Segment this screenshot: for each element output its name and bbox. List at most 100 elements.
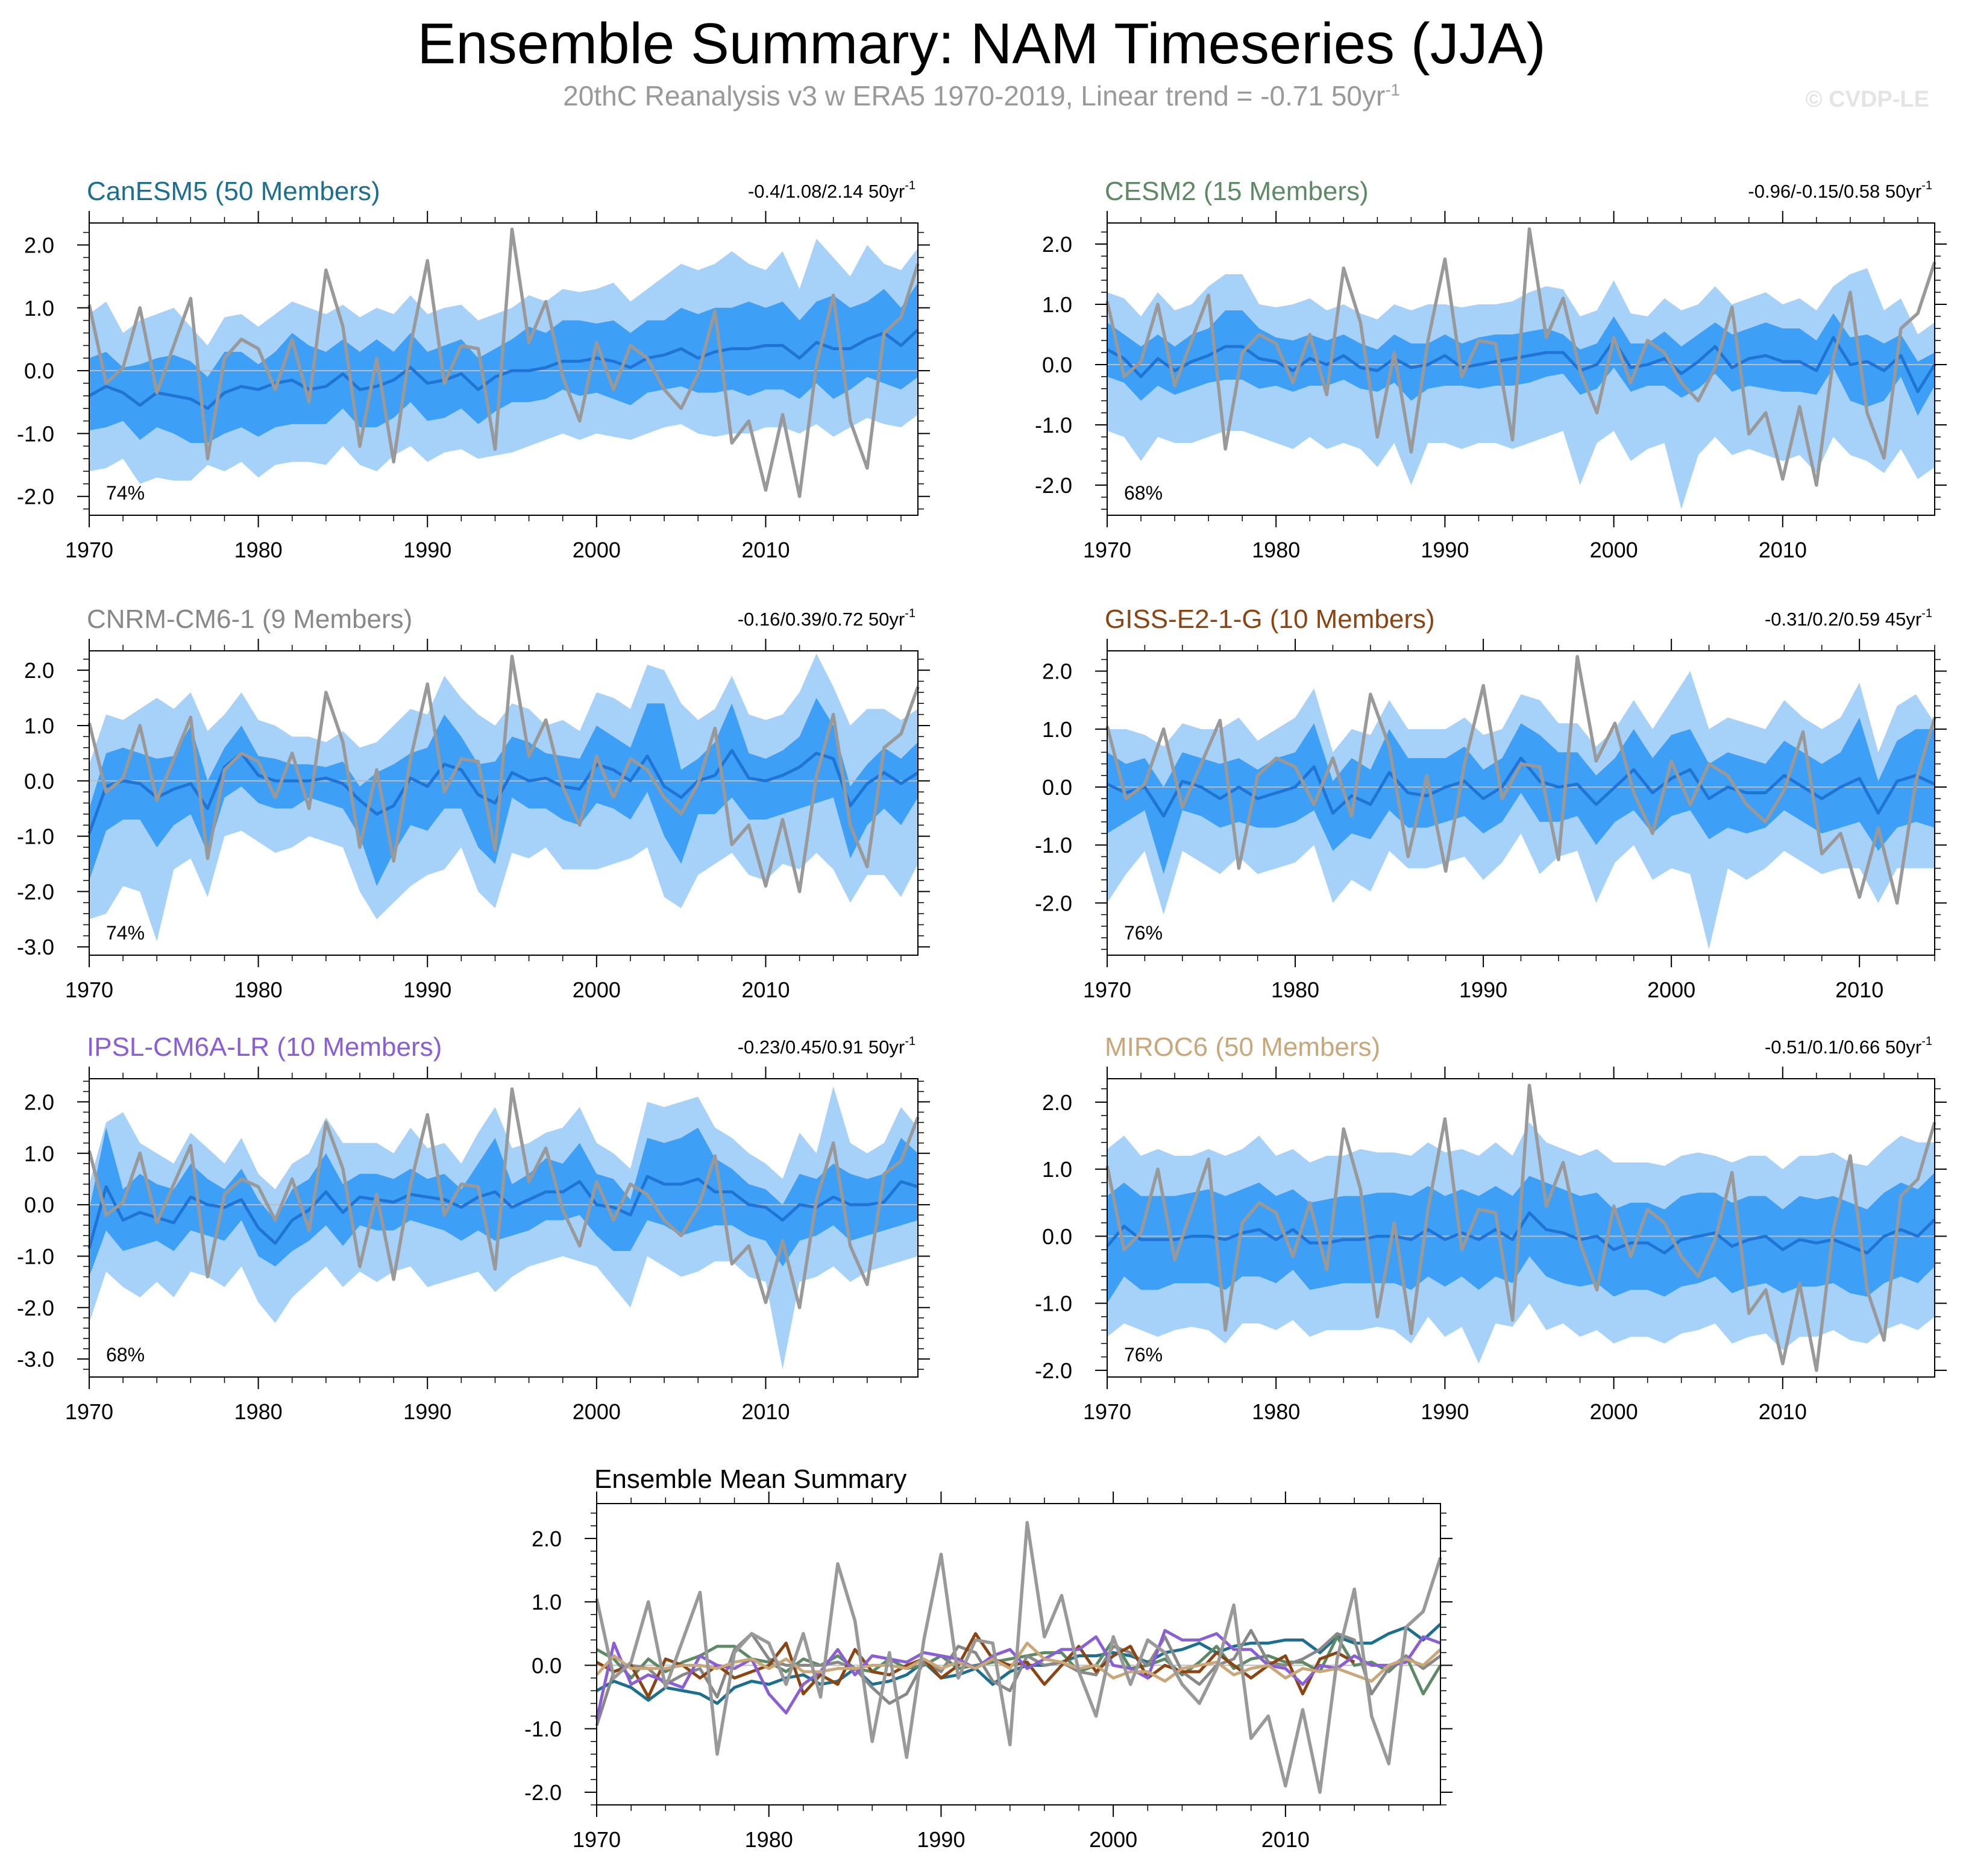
panel-cnrm: CNRM-CM6-1 (9 Members) -0.16/0.39/0.72 50…	[17, 604, 930, 1002]
y-tick-label: -2.0	[524, 1780, 562, 1805]
x-tick-label: 1980	[1252, 1399, 1300, 1424]
cesm2-tick-marks	[1095, 211, 1947, 527]
y-tick-label: 1.0	[532, 1590, 562, 1614]
x-tick-label: 2010	[741, 1399, 790, 1424]
y-tick-label: 0.0	[1042, 775, 1072, 800]
panel-canesm5: CanESM5 (50 Members) -0.4/1.08/2.14 50yr-…	[17, 177, 930, 562]
x-tick-label: 1970	[1083, 1399, 1131, 1424]
y-tick-label: -1.0	[17, 421, 54, 446]
miroc6-trend-exponent: -1	[1921, 1035, 1932, 1048]
canesm5-observed-line	[87, 227, 920, 498]
panel-cesm2: CESM2 (15 Members) -0.96/-0.15/0.58 50yr-…	[1035, 177, 1947, 562]
y-tick-label: 0.0	[24, 1193, 54, 1217]
miroc6-trend-label: -0.51/0.1/0.66 50yr-1	[1765, 1035, 1932, 1058]
ipsl-trend-label: -0.23/0.45/0.91 50yr-1	[738, 1035, 916, 1058]
x-tick-label: 2010	[1759, 1399, 1807, 1424]
mean-summary-observed-line	[595, 1520, 1442, 1794]
canesm5-title: CanESM5 (50 Members)	[87, 177, 380, 206]
y-tick-label: 0.0	[24, 359, 54, 383]
subtitle-text: 20thC Reanalysis v3 w ERA5 1970-2019, Li…	[563, 80, 1386, 111]
miroc6-tick-marks	[1095, 1067, 1947, 1389]
subtitle-unit-exponent: -1	[1385, 80, 1400, 99]
x-tick-label: 2010	[1759, 538, 1807, 562]
x-tick-label: 1970	[65, 1399, 113, 1424]
miroc6-observed-line	[1105, 1084, 1936, 1372]
y-tick-label: -1.0	[17, 1244, 54, 1269]
summary-line-canesm5	[595, 1623, 1442, 1705]
x-tick-label: 2000	[573, 1399, 621, 1424]
y-tick-label: -2.0	[1035, 473, 1072, 498]
x-tick-label: 2000	[573, 977, 621, 1002]
y-tick-label: 2.0	[24, 233, 54, 258]
y-tick-label: 1.0	[1042, 292, 1072, 317]
miroc6-ensemble-mean-line	[1106, 1211, 1936, 1255]
miroc6-title: MIROC6 (50 Members)	[1105, 1032, 1380, 1062]
ipsl-trend-exponent: -1	[905, 1035, 916, 1048]
mean-summary-tick-marks	[585, 1492, 1453, 1817]
canesm5-trend-exponent: -1	[905, 179, 916, 192]
x-tick-label: 2010	[1261, 1827, 1310, 1852]
canesm5-trend-value: -0.4/1.08/2.14 50yr	[748, 181, 905, 202]
x-tick-label: 1990	[917, 1827, 965, 1852]
canesm5-ensemble-mean-line	[88, 328, 919, 410]
cesm2-trend-label: -0.96/-0.15/0.58 50yr-1	[1748, 179, 1932, 202]
y-tick-label: -1.0	[1035, 1291, 1072, 1316]
canesm5-tick-marks	[77, 211, 930, 527]
mean-summary-plot-frame	[596, 1503, 1441, 1805]
cesm2-title: CESM2 (15 Members)	[1105, 177, 1369, 206]
x-tick-label: 1990	[403, 977, 451, 1002]
y-tick-label: 1.0	[24, 296, 54, 321]
cnrm-inner-spread-band	[89, 698, 918, 886]
cesm2-inner-spread-band	[1107, 310, 1935, 416]
miroc6-trend-value: -0.51/0.1/0.66 50yr	[1765, 1037, 1921, 1058]
y-tick-label: 1.0	[24, 1141, 54, 1166]
giss-inner-spread-band	[1107, 717, 1935, 874]
ipsl-trend-value: -0.23/0.45/0.91 50yr	[738, 1037, 905, 1058]
ipsl-plot-frame	[89, 1078, 919, 1378]
y-tick-label: -1.0	[524, 1717, 562, 1742]
giss-tick-marks	[1095, 639, 1947, 967]
x-tick-label: 1990	[1421, 1399, 1469, 1424]
giss-trend-exponent: -1	[1921, 607, 1932, 620]
cesm2-trend-exponent: -1	[1921, 179, 1932, 192]
x-tick-label: 2010	[741, 977, 790, 1002]
canesm5-plot-frame	[89, 222, 919, 516]
summary-line-miroc6	[595, 1642, 1442, 1683]
cesm2-percent-label: 68%	[1124, 482, 1163, 504]
summary-line-ipsl	[595, 1629, 1441, 1720]
x-tick-label: 1990	[403, 1399, 451, 1424]
x-tick-label: 1990	[403, 538, 451, 562]
y-tick-label: 1.0	[1042, 717, 1072, 742]
miroc6-plot-frame	[1107, 1078, 1935, 1378]
x-tick-label: 2010	[1835, 977, 1883, 1002]
copyright-watermark: © CVDP-LE	[1805, 87, 1929, 112]
y-tick-label: 0.0	[1042, 353, 1072, 377]
cnrm-percent-label: 74%	[106, 922, 145, 944]
mean-summary-title: Ensemble Mean Summary	[594, 1464, 906, 1494]
x-tick-label: 1990	[1421, 538, 1469, 562]
x-tick-label: 1970	[1083, 977, 1131, 1002]
x-tick-label: 1980	[234, 538, 283, 562]
x-tick-label: 2000	[1590, 1399, 1638, 1424]
x-tick-label: 2000	[573, 538, 621, 562]
x-tick-label: 1980	[745, 1827, 793, 1852]
y-tick-label: 2.0	[1042, 232, 1072, 257]
giss-title: GISS-E2-1-G (10 Members)	[1105, 604, 1435, 634]
y-tick-label: 2.0	[1042, 659, 1072, 684]
ipsl-observed-line	[87, 1087, 920, 1310]
y-tick-label: -2.0	[1035, 1358, 1072, 1383]
miroc6-percent-label: 76%	[1124, 1344, 1163, 1366]
x-tick-label: 1980	[234, 977, 283, 1002]
panel-ipsl: IPSL-CM6A-LR (10 Members) -0.23/0.45/0.91…	[17, 1032, 930, 1424]
cesm2-observed-line	[1105, 227, 1936, 487]
giss-ensemble-mean-line	[1106, 756, 1936, 818]
y-tick-label: -1.0	[1035, 413, 1072, 438]
subtitle: 20thC Reanalysis v3 w ERA5 1970-2019, Li…	[0, 80, 1963, 112]
cnrm-title: CNRM-CM6-1 (9 Members)	[87, 604, 412, 634]
x-tick-label: 2010	[741, 538, 790, 562]
x-tick-label: 1970	[65, 977, 113, 1002]
y-tick-label: 1.0	[24, 714, 54, 738]
ipsl-ensemble-mean-line	[87, 1175, 919, 1249]
